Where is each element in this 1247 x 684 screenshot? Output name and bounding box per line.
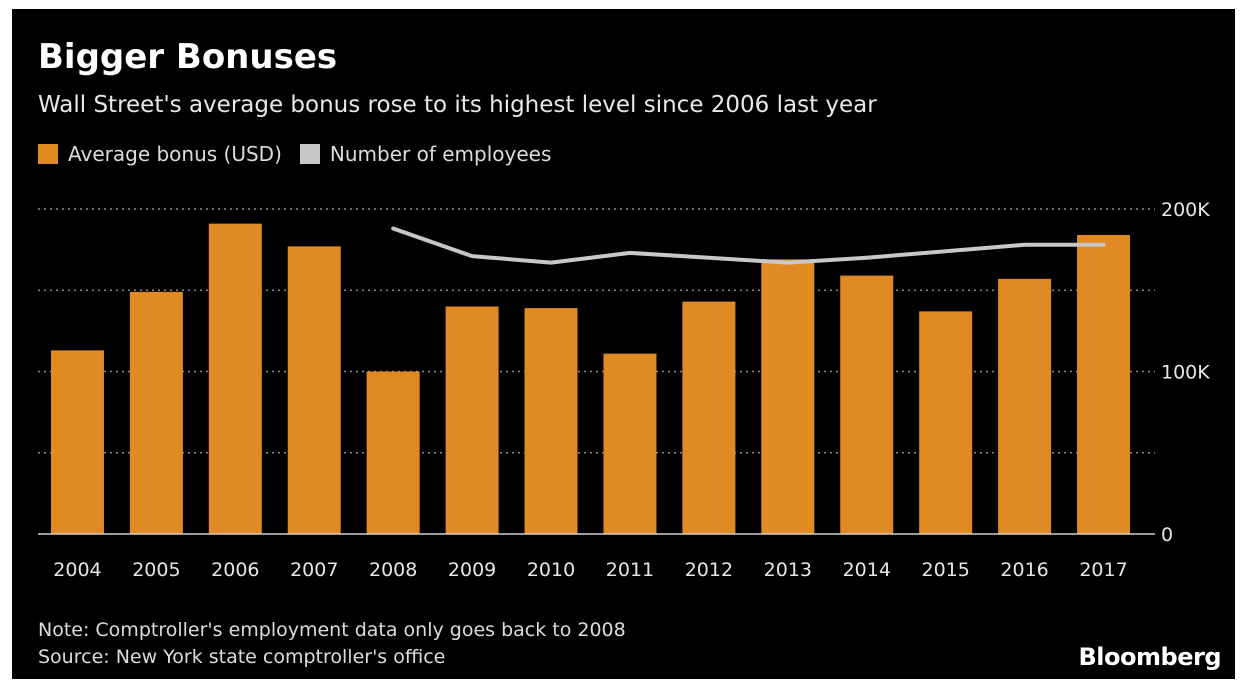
- bar-2014: [840, 275, 894, 534]
- chart-plot: 2004 2005 2006 2007 2008 2009 2010 2011 2012 2013…: [38, 199, 1210, 581]
- x-tick-label-2007: 2007: [290, 559, 338, 581]
- y-tick-label: 200K: [1161, 199, 1210, 221]
- x-tick-label-2017: 2017: [1079, 559, 1127, 581]
- chart-source: Source: New York state comptroller's off…: [38, 646, 446, 668]
- bar-2007: [287, 246, 341, 534]
- bar-2017: [1077, 235, 1131, 534]
- chart-legend: Average bonus (USD) Number of employees: [38, 142, 569, 166]
- bar-2006: [208, 223, 262, 534]
- legend-item-employees: Number of employees: [299, 142, 552, 166]
- x-tick-label-2011: 2011: [606, 559, 654, 581]
- x-tick-label-2013: 2013: [764, 559, 812, 581]
- legend-swatch-bonus: [38, 144, 58, 164]
- x-tick-label-2012: 2012: [685, 559, 733, 581]
- legend-label-bonus: Average bonus (USD): [68, 142, 282, 166]
- bar-2012: [682, 301, 736, 534]
- x-tick-label-2009: 2009: [448, 559, 496, 581]
- bar-2011: [603, 353, 657, 534]
- bar-2015: [919, 311, 973, 534]
- x-tick-label-2006: 2006: [211, 559, 259, 581]
- chart-title: Bigger Bonuses: [38, 37, 338, 77]
- x-tick-label-2014: 2014: [843, 559, 891, 581]
- chart-note: Note: Comptroller's employment data only…: [38, 619, 626, 641]
- legend-item-bonus: Average bonus (USD): [38, 142, 282, 166]
- chart-subtitle: Wall Street's average bonus rose to its …: [38, 92, 877, 118]
- x-tick-label-2008: 2008: [369, 559, 417, 581]
- bar-2005: [129, 291, 183, 534]
- bar-2016: [998, 278, 1052, 534]
- chart-footer-notes: Note: Comptroller's employment data only…: [38, 617, 626, 671]
- bar-2008: [366, 371, 420, 534]
- employees-line: [391, 226, 1106, 265]
- x-tick-label-2010: 2010: [527, 559, 575, 581]
- x-tick-label-2004: 2004: [53, 559, 101, 581]
- legend-label-employees: Number of employees: [329, 142, 552, 166]
- bar-2010: [524, 308, 578, 534]
- bar-2013: [761, 259, 815, 534]
- legend-swatch-employees: [299, 144, 320, 164]
- x-tick-label-2015: 2015: [921, 559, 969, 581]
- brand-logo: Bloomberg: [1078, 643, 1222, 671]
- bar-2009: [445, 306, 499, 534]
- y-tick-label: 0: [1161, 524, 1173, 546]
- bar-2004: [50, 350, 104, 534]
- y-tick-label: 100K: [1161, 362, 1210, 384]
- chart-card: Bigger Bonuses Wall Street's average bon…: [12, 9, 1235, 679]
- x-tick-label-2016: 2016: [1000, 559, 1048, 581]
- x-tick-label-2005: 2005: [132, 559, 180, 581]
